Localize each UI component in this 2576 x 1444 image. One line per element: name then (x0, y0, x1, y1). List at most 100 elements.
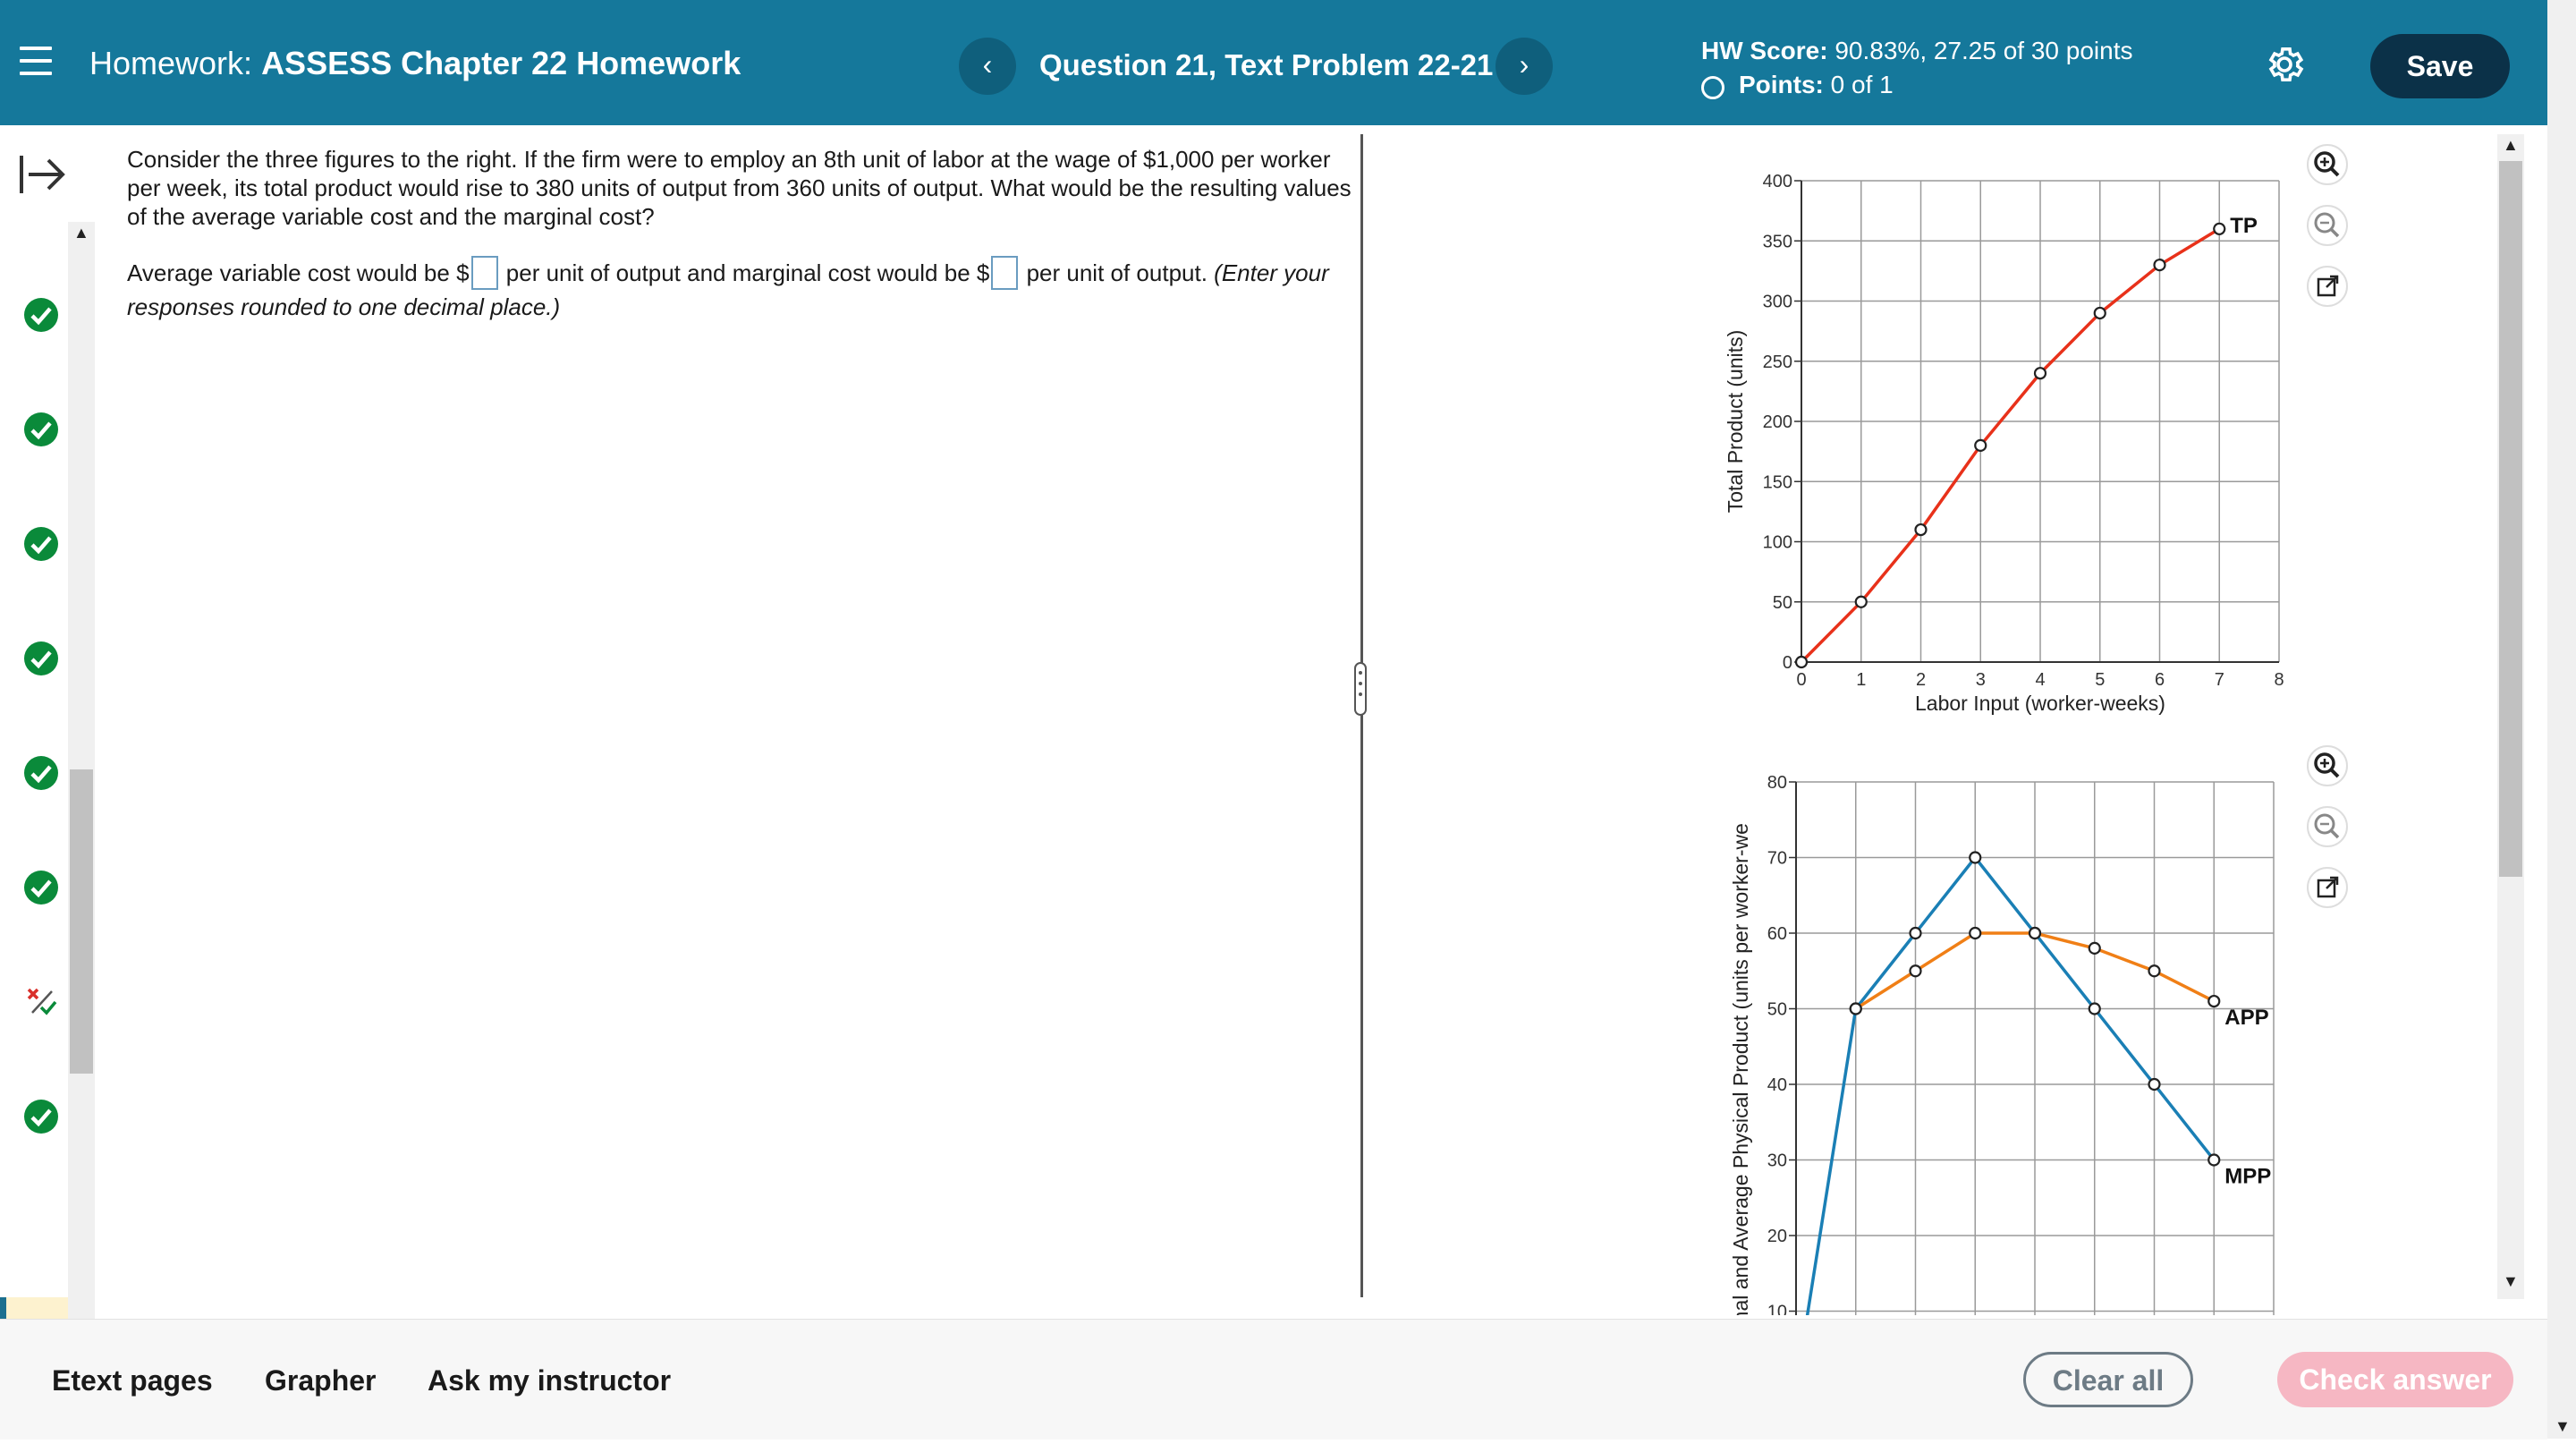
answer-line: Average variable cost would be $ per uni… (127, 256, 1379, 324)
data-point-tp (2153, 259, 2166, 272)
top-bar: Homework: ASSESS Chapter 22 Homework ‹ Q… (0, 0, 2547, 125)
footer-bar: Etext pages Grapher Ask my instructor Cl… (0, 1319, 2547, 1440)
series-line-tp (1800, 227, 2221, 664)
chart-2: 01234567801020304050607080rginal and Ave… (1729, 745, 2348, 1316)
avc-answer-input[interactable] (470, 256, 498, 290)
question-correct-icon[interactable] (23, 526, 59, 562)
y-axis-label: rginal and Average Physical Product (uni… (1729, 823, 1752, 1315)
question-sidebar: ▲ ▼ (0, 125, 97, 1437)
chevron-left-icon: ‹ (982, 48, 993, 81)
scroll-down-arrow-icon[interactable]: ▼ (2503, 1272, 2519, 1290)
check-answer-button[interactable]: Check answer (2277, 1352, 2513, 1407)
zoom-in-icon[interactable] (2307, 745, 2348, 786)
data-point-app (2148, 964, 2161, 978)
data-point-app (2088, 941, 2101, 956)
y-tick-label: 60 (1767, 924, 1787, 944)
homework-title: Homework: ASSESS Chapter 22 Homework (89, 45, 741, 82)
scroll-down-arrow-icon[interactable]: ▼ (2555, 1417, 2571, 1435)
question-correct-icon[interactable] (23, 870, 59, 905)
y-tick-label: 400 (1763, 172, 1792, 191)
chevron-right-icon: › (1519, 48, 1530, 81)
x-tick-label: 6 (2155, 670, 2165, 690)
x-tick-label: 4 (2035, 670, 2045, 690)
x-tick-label: 0 (1796, 670, 1806, 690)
data-point-mpp (2207, 1153, 2221, 1167)
y-tick-label: 100 (1763, 533, 1792, 553)
x-tick-label: 7 (2215, 670, 2224, 690)
open-external-icon[interactable] (2307, 867, 2348, 908)
grapher-link[interactable]: Grapher (265, 1364, 377, 1397)
sidebar-scrollbar[interactable]: ▲ ▼ (68, 222, 95, 1394)
question-correct-icon[interactable] (23, 1099, 59, 1134)
question-prompt: Consider the three figures to the right.… (127, 146, 1352, 230)
y-tick-label: 70 (1767, 849, 1787, 869)
y-tick-label: 350 (1763, 232, 1792, 251)
question-correct-icon[interactable] (23, 297, 59, 333)
scroll-up-arrow-icon[interactable]: ▲ (2503, 136, 2519, 154)
etext-pages-link[interactable]: Etext pages (52, 1364, 213, 1397)
mc-answer-input[interactable] (991, 256, 1019, 290)
y-tick-label: 20 (1767, 1227, 1787, 1246)
y-tick-label: 40 (1767, 1075, 1787, 1095)
question-correct-icon[interactable] (23, 755, 59, 791)
data-point-tp (2093, 306, 2106, 320)
pane-resize-handle[interactable] (1354, 662, 1367, 716)
x-axis-label: Labor Input (worker-weeks) (1915, 692, 2165, 715)
answer-text-3: per unit of output. (1020, 259, 1215, 286)
content-scroll-thumb[interactable] (2499, 161, 2522, 877)
answer-text-2: per unit of output and marginal cost wou… (499, 259, 990, 286)
y-tick-label: 0 (1783, 653, 1792, 673)
expand-sidebar-icon[interactable] (18, 152, 68, 197)
zoom-in-icon[interactable] (2307, 144, 2348, 185)
save-button[interactable]: Save (2370, 34, 2510, 98)
series-label-mpp: MPP (2224, 1165, 2271, 1189)
y-tick-label: 50 (1773, 593, 1792, 613)
x-tick-label: 3 (1976, 670, 1986, 690)
y-tick-label: 50 (1767, 1000, 1787, 1020)
score-panel: HW Score: 90.83%, 27.25 of 30 points Poi… (1701, 34, 2133, 102)
question-content: Consider the three figures to the right.… (97, 125, 2531, 1319)
data-point-tp (2033, 367, 2047, 380)
open-external-icon[interactable] (2307, 266, 2348, 307)
question-title: Question 21, Text Problem 22-21 (1039, 48, 1494, 81)
answer-instruction: (Enter your responses rounded to one dec… (127, 259, 1329, 320)
data-point-tp (1974, 438, 1987, 452)
menu-icon[interactable] (20, 47, 52, 77)
pane-divider (1360, 134, 1363, 1297)
data-point-app (1969, 926, 1982, 940)
points-status-icon (1701, 76, 1724, 99)
zoom-out-icon[interactable] (2307, 205, 2348, 246)
data-point-tp (2213, 222, 2226, 235)
data-point-tp (1794, 655, 1809, 669)
data-point-mpp (1969, 851, 1982, 864)
zoom-out-icon[interactable] (2307, 806, 2348, 847)
answer-text-1: Average variable cost would be $ (127, 259, 470, 286)
settings-gear-icon[interactable] (2263, 43, 2306, 86)
ask-instructor-link[interactable]: Ask my instructor (428, 1364, 672, 1397)
previous-question-button[interactable]: ‹ (959, 38, 1016, 95)
y-tick-label: 300 (1763, 293, 1792, 312)
content-scrollbar[interactable]: ▲ ▼ (2497, 134, 2524, 1299)
x-tick-label: 1 (1856, 670, 1866, 690)
data-point-app (1849, 1002, 1862, 1015)
y-tick-label: 10 (1767, 1303, 1787, 1316)
question-correct-icon[interactable] (23, 412, 59, 447)
series-label-tp: TP (2230, 214, 2258, 238)
scroll-up-arrow-icon[interactable]: ▲ (73, 224, 89, 242)
x-tick-label: 8 (2274, 670, 2284, 690)
x-tick-label: 5 (2095, 670, 2105, 690)
y-tick-label: 200 (1763, 412, 1792, 432)
homework-name: ASSESS Chapter 22 Homework (261, 45, 741, 81)
question-partial-icon[interactable] (23, 984, 59, 1020)
x-tick-label: 2 (1916, 670, 1926, 690)
data-point-mpp (2148, 1077, 2161, 1091)
sidebar-scroll-thumb[interactable] (70, 769, 93, 1074)
points-value: 0 of 1 (1830, 71, 1894, 98)
y-tick-label: 30 (1767, 1151, 1787, 1171)
next-question-button[interactable]: › (1496, 38, 1553, 95)
y-tick-label: 250 (1763, 353, 1792, 372)
clear-all-button[interactable]: Clear all (2023, 1352, 2193, 1407)
data-point-tp (1854, 595, 1868, 608)
window-scrollbar[interactable]: ▼ (2547, 0, 2576, 1439)
question-correct-icon[interactable] (23, 641, 59, 676)
